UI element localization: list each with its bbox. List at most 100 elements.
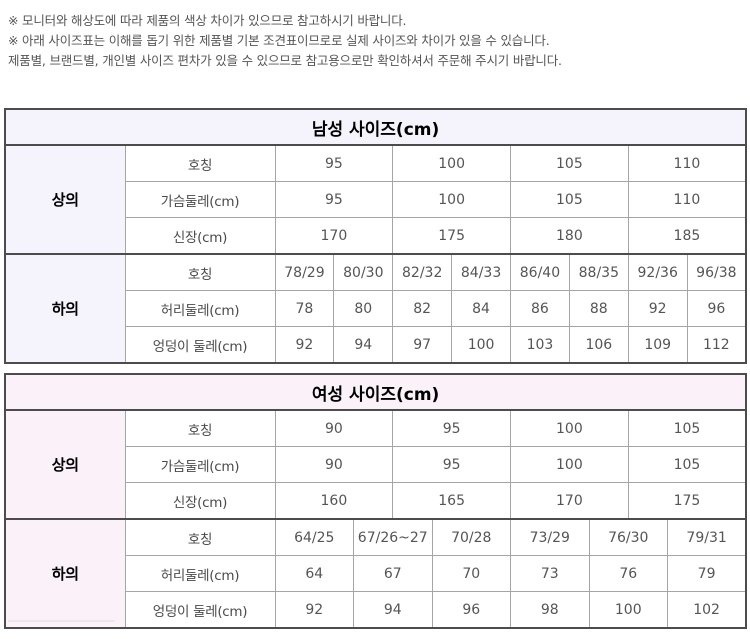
table-row: 엉덩이 둘레(cm) 92 94 97 100 103 106 109 112 (5, 326, 747, 364)
size-value-cell: 170 (510, 482, 629, 520)
row-label-cell: 가슴둘레(cm) (124, 181, 276, 218)
size-value-cell: 64/25 (274, 518, 354, 556)
table-row: 엉덩이 둘레(cm) 92 94 96 98 100 102 (5, 591, 747, 629)
size-value-cell: 96 (686, 290, 747, 327)
row-label-cell: 엉덩이 둘레(cm) (124, 326, 276, 364)
table-row: 가슴둘레(cm) 90 95 100 105 (5, 446, 747, 483)
row-label-cell: 허리둘레(cm) (124, 290, 276, 327)
size-value-cell: 105 (627, 446, 747, 483)
size-value-cell: 92/36 (627, 253, 688, 291)
table-row: 하의 호칭 78/29 80/30 82/32 84/33 86/40 88/35 92/36 9… (4, 253, 747, 364)
size-value-cell: 100 (588, 591, 668, 629)
size-value-cell: 96/38 (686, 253, 747, 291)
table-row: 가슴둘레(cm) 95 100 105 110 (5, 181, 747, 218)
size-value-cell: 110 (627, 144, 747, 182)
row-label-cell: 가슴둘레(cm) (124, 446, 276, 483)
size-value-cell: 76/30 (588, 518, 668, 556)
size-value-cell: 95 (274, 144, 394, 182)
size-value-cell: 82/32 (392, 253, 453, 291)
size-value-cell: 92 (627, 290, 688, 327)
size-value-cell: 86 (510, 290, 570, 327)
women-size-table: 여성 사이즈(cm) 상의 호칭 90 95 100 105 가슴둘레(cm) 90 95 100 1… (4, 373, 748, 629)
size-value-cell: 76 (588, 555, 668, 592)
size-value-cell: 84 (451, 290, 511, 327)
table-title: 남성 사이즈(cm) (4, 108, 747, 146)
table-row: 허리둘레(cm) 78 80 82 84 86 88 92 96 (5, 290, 747, 327)
size-value-cell: 185 (627, 217, 747, 255)
size-value-cell: 106 (568, 326, 629, 364)
size-value-cell: 84/33 (451, 253, 511, 291)
size-value-cell: 112 (686, 326, 747, 364)
size-value-cell: 73 (510, 555, 590, 592)
size-value-cell: 102 (667, 591, 747, 629)
table-row: 하의 호칭 64/25 67/26~27 70/28 73/29 76/30 79/31 (4, 518, 747, 629)
table-row: 허리둘레(cm) 64 67 70 73 76 79 (5, 555, 747, 592)
size-value-cell: 103 (510, 326, 570, 364)
table-row: 상의 호칭 90 95 100 105 (4, 409, 747, 520)
row-label-cell: 허리둘레(cm) (124, 555, 276, 592)
size-value-cell: 95 (392, 446, 511, 483)
size-value-cell: 67/26~27 (353, 518, 433, 556)
category-cell: 하의 (4, 253, 126, 364)
row-label-cell: 호칭 (124, 518, 276, 556)
table-title-row: 여성 사이즈(cm) (4, 373, 747, 411)
size-value-cell: 70 (431, 555, 511, 592)
row-label-cell: 신장(cm) (124, 482, 276, 520)
men-size-table: 남성 사이즈(cm) 상의 호칭 95 100 105 110 가슴둘레(cm) 95 100 10… (4, 108, 748, 364)
size-value-cell: 80 (333, 290, 394, 327)
size-value-cell: 100 (510, 409, 629, 447)
table-shadow-remnant (8, 620, 115, 622)
size-value-cell: 73/29 (510, 518, 590, 556)
size-value-cell: 105 (627, 409, 747, 447)
table-row: 신장(cm) 160 165 170 175 (5, 482, 747, 520)
size-value-cell: 98 (510, 591, 590, 629)
size-value-cell: 175 (627, 482, 747, 520)
size-value-cell: 109 (627, 326, 688, 364)
size-value-cell: 92 (274, 591, 354, 629)
size-value-cell: 88 (568, 290, 629, 327)
size-value-cell: 90 (274, 446, 394, 483)
row-label-cell: 호칭 (124, 144, 276, 182)
size-value-cell: 79/31 (667, 518, 747, 556)
size-value-cell: 160 (274, 482, 394, 520)
row-label-cell: 호칭 (124, 253, 276, 291)
size-value-cell: 110 (627, 181, 747, 218)
size-value-cell: 86/40 (510, 253, 570, 291)
size-value-cell: 95 (392, 409, 511, 447)
size-value-cell: 80/30 (333, 253, 394, 291)
table-row: 신장(cm) 170 175 180 185 (5, 217, 747, 255)
notice-line-3: 제품별, 브랜드별, 개인별 사이즈 편차가 있을 수 있으므로 참고용으로만 … (8, 53, 562, 68)
table-title-row: 남성 사이즈(cm) (4, 108, 747, 146)
size-value-cell: 97 (392, 326, 453, 364)
size-value-cell: 64 (274, 555, 354, 592)
size-value-cell: 94 (333, 326, 394, 364)
size-value-cell: 100 (451, 326, 511, 364)
size-value-cell: 165 (392, 482, 511, 520)
size-value-cell: 175 (392, 217, 511, 255)
row-label-cell: 호칭 (124, 409, 276, 447)
size-value-cell: 88/35 (568, 253, 629, 291)
category-cell: 상의 (4, 144, 126, 255)
size-value-cell: 82 (392, 290, 453, 327)
notice-line-2: ※ 아래 사이즈표는 이해를 돕기 위한 제품별 기본 조견표이므로로 실제 사… (8, 33, 550, 48)
size-value-cell: 78/29 (274, 253, 335, 291)
size-value-cell: 70/28 (431, 518, 511, 556)
size-value-cell: 94 (353, 591, 433, 629)
size-value-cell: 100 (510, 446, 629, 483)
size-value-cell: 95 (274, 181, 394, 218)
size-value-cell: 100 (392, 181, 511, 218)
table-title: 여성 사이즈(cm) (4, 373, 747, 411)
size-value-cell: 170 (274, 217, 394, 255)
size-value-cell: 105 (510, 144, 629, 182)
size-value-cell: 90 (274, 409, 394, 447)
size-value-cell: 92 (274, 326, 335, 364)
row-label-cell: 엉덩이 둘레(cm) (124, 591, 276, 629)
size-value-cell: 78 (274, 290, 335, 327)
size-value-cell: 180 (510, 217, 629, 255)
size-value-cell: 105 (510, 181, 629, 218)
category-cell: 하의 (4, 518, 126, 629)
table-row: 상의 호칭 95 100 105 110 (4, 144, 747, 255)
notice-block: ※ 모니터와 해상도에 따라 제품의 색상 차이가 있으므로 참고하시기 바랍니… (0, 0, 750, 71)
size-value-cell: 79 (667, 555, 747, 592)
size-value-cell: 96 (431, 591, 511, 629)
